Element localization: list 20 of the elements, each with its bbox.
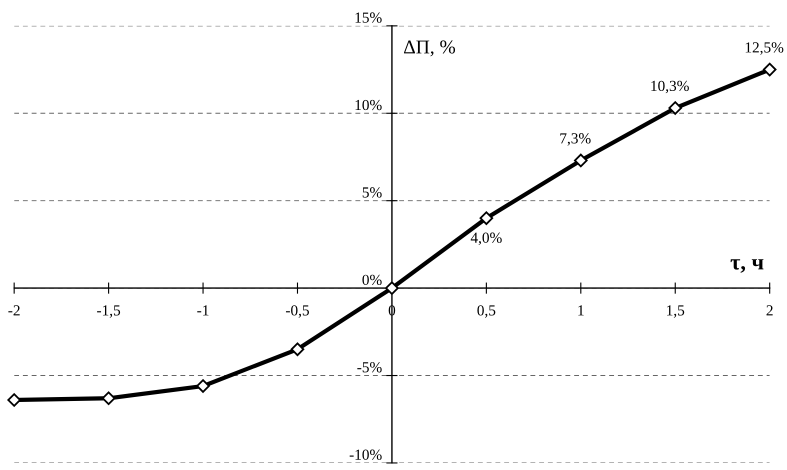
x-tick-label: -1	[197, 305, 208, 316]
x-tick-label: -2	[8, 305, 20, 316]
data-label: 4,0%	[470, 232, 502, 246]
x-tick-label: -0,5	[286, 305, 309, 318]
x-axis-title: τ, ч	[730, 259, 764, 273]
x-tick-label: -1,5	[97, 305, 120, 318]
y-tick-label: -5%	[357, 362, 382, 372]
x-tick-label: 2	[766, 305, 773, 316]
data-label: 7,3%	[560, 133, 591, 146]
y-tick-label: -10%	[350, 450, 382, 460]
x-tick-label: 1,5	[667, 305, 684, 318]
y-axis-title: ΔΠ, %	[404, 40, 456, 56]
y-tick-label: 15%	[356, 12, 382, 23]
y-tick-label: 10%	[356, 100, 382, 110]
x-tick-label: 1	[578, 305, 584, 316]
y-tick-label: 0%	[362, 274, 382, 286]
data-label: 12,5%	[746, 42, 784, 55]
x-tick-label: 0,5	[477, 305, 496, 318]
data-label: 10,3%	[651, 80, 689, 94]
y-tick-label: 5%	[362, 187, 382, 198]
